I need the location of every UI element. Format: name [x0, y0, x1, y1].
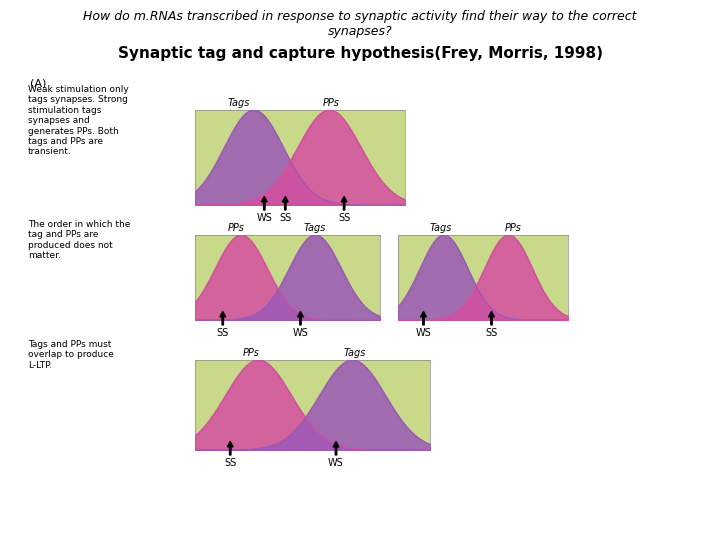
Text: Tags: Tags: [304, 224, 326, 233]
Text: WS: WS: [415, 328, 431, 338]
Text: Synaptic tag and capture hypothesis(Frey, Morris, 1998): Synaptic tag and capture hypothesis(Frey…: [117, 46, 603, 61]
Text: WS: WS: [328, 458, 344, 468]
Text: SS: SS: [224, 458, 236, 468]
Text: SS: SS: [217, 328, 229, 338]
Text: WS: WS: [256, 213, 272, 222]
Text: SS: SS: [338, 213, 350, 222]
Text: Tags: Tags: [429, 224, 451, 233]
Text: PPs: PPs: [243, 348, 260, 358]
Text: PPs: PPs: [228, 224, 244, 233]
Text: (A): (A): [30, 78, 46, 88]
Text: SS: SS: [279, 213, 292, 222]
Text: Tags: Tags: [343, 348, 366, 358]
Text: SS: SS: [485, 328, 498, 338]
Text: PPs: PPs: [505, 224, 522, 233]
Text: synapses?: synapses?: [328, 25, 392, 38]
Text: PPs: PPs: [323, 98, 340, 108]
Text: Tags: Tags: [228, 98, 251, 108]
Text: WS: WS: [292, 328, 308, 338]
Text: The order in which the
tag and PPs are
produced does not
matter.: The order in which the tag and PPs are p…: [28, 220, 130, 260]
Text: How do m.RNAs transcribed in response to synaptic activity find their way to the: How do m.RNAs transcribed in response to…: [84, 10, 636, 23]
Text: Tags and PPs must
overlap to produce
L-LTP.: Tags and PPs must overlap to produce L-L…: [28, 340, 114, 370]
Text: Weak stimulation only
tags synapses. Strong
stimulation tags
synapses and
genera: Weak stimulation only tags synapses. Str…: [28, 85, 129, 157]
